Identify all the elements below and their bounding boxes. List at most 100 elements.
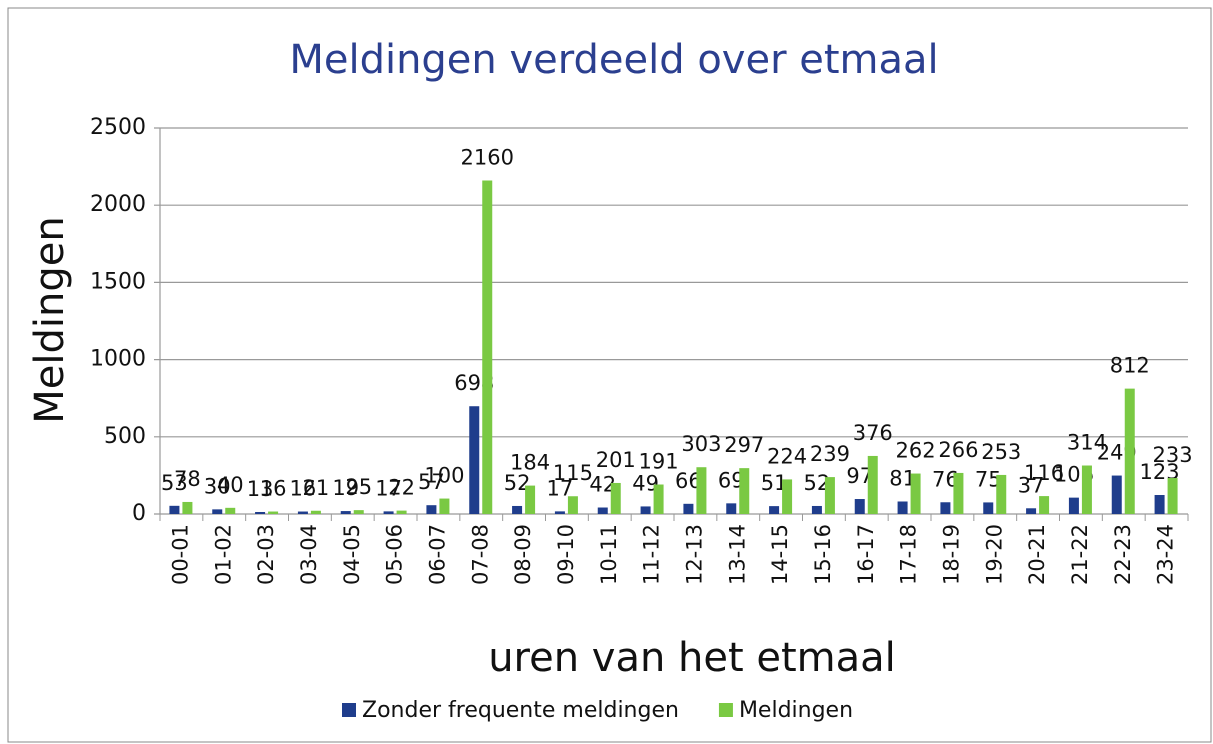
bar xyxy=(811,505,822,514)
y-tick-label: 500 xyxy=(104,424,146,449)
y-tick-label: 0 xyxy=(132,501,146,526)
bar xyxy=(482,180,493,514)
bar xyxy=(512,505,523,514)
bar xyxy=(169,505,180,514)
x-tick-label: 16-17 xyxy=(854,524,878,585)
bar xyxy=(1081,465,1092,514)
bar xyxy=(255,511,266,514)
bar xyxy=(439,498,450,514)
bar xyxy=(983,502,994,514)
data-label: 13 xyxy=(247,477,274,501)
data-label: 30 xyxy=(204,474,231,498)
bar xyxy=(996,474,1007,514)
bar xyxy=(653,484,664,514)
bar xyxy=(867,455,878,514)
legend-swatch xyxy=(342,703,356,717)
bar xyxy=(340,511,351,514)
bar xyxy=(297,511,308,514)
x-tick-label: 13-14 xyxy=(725,524,749,585)
bar xyxy=(426,505,437,514)
bar xyxy=(567,496,578,514)
x-tick-label: 20-21 xyxy=(1025,524,1049,585)
bar xyxy=(854,499,865,514)
data-label: 314 xyxy=(1067,431,1107,455)
data-label: 100 xyxy=(424,464,464,488)
data-label: 262 xyxy=(896,439,936,463)
bar xyxy=(739,468,750,514)
data-label: 239 xyxy=(810,442,850,466)
x-tick-label: 19-20 xyxy=(982,524,1006,585)
bar xyxy=(383,511,394,514)
data-label: 253 xyxy=(981,440,1021,464)
x-tick-label: 06-07 xyxy=(425,524,449,585)
data-label: 297 xyxy=(724,433,764,457)
bar xyxy=(696,467,707,514)
data-label: 21 xyxy=(303,476,330,500)
data-label: 184 xyxy=(510,451,550,475)
data-label: 201 xyxy=(596,448,636,472)
bar xyxy=(940,502,951,514)
data-label: 224 xyxy=(767,444,807,468)
bar xyxy=(1068,497,1079,514)
bar xyxy=(726,503,737,514)
bar xyxy=(782,479,793,514)
data-label: 116 xyxy=(1024,461,1064,485)
bar xyxy=(212,509,223,514)
x-tick-label: 02-03 xyxy=(254,524,278,585)
bar xyxy=(469,406,480,514)
bar xyxy=(1154,495,1165,514)
bar xyxy=(640,506,651,514)
x-tick-label: 23-24 xyxy=(1154,524,1178,585)
legend-swatch xyxy=(718,703,733,717)
bar xyxy=(910,473,921,514)
bar xyxy=(310,510,321,514)
legend-label: Zonder frequente meldingen xyxy=(362,698,679,723)
bar xyxy=(1167,478,1178,514)
data-label: 16 xyxy=(260,477,287,501)
data-label: 191 xyxy=(639,450,679,474)
data-label: 16 xyxy=(290,477,317,501)
x-tick-label: 10-11 xyxy=(597,524,621,585)
x-tick-label: 12-13 xyxy=(682,524,706,585)
bar xyxy=(396,510,407,514)
data-label: 25 xyxy=(345,475,372,499)
bar xyxy=(1039,496,1050,514)
bar xyxy=(824,477,835,514)
x-tick-label: 11-12 xyxy=(640,524,664,585)
y-tick-label: 1500 xyxy=(90,269,146,294)
bar xyxy=(897,501,908,514)
data-label: 40 xyxy=(217,473,244,497)
data-label: 303 xyxy=(681,432,721,456)
x-tick-label: 04-05 xyxy=(340,524,364,585)
data-label: 376 xyxy=(853,421,893,445)
bar xyxy=(683,503,694,514)
y-tick-label: 1000 xyxy=(90,347,146,372)
y-tick-label: 2000 xyxy=(90,192,146,217)
data-label: 233 xyxy=(1153,443,1193,467)
bar xyxy=(1026,508,1037,514)
legend-label: Meldingen xyxy=(739,698,853,723)
bar xyxy=(597,507,608,514)
bar xyxy=(225,507,236,514)
y-axis-label: Meldingen xyxy=(27,216,73,423)
bar xyxy=(525,485,536,514)
x-tick-label: 07-08 xyxy=(468,524,492,585)
bar xyxy=(769,506,780,514)
data-label: 2160 xyxy=(461,145,514,169)
bar xyxy=(182,501,193,514)
x-axis-label: uren van het etmaal xyxy=(488,635,896,681)
data-label: 57 xyxy=(418,470,445,494)
x-tick-label: 18-19 xyxy=(939,524,963,585)
x-tick-label: 22-23 xyxy=(1111,524,1135,585)
x-tick-label: 01-02 xyxy=(211,524,235,585)
x-tick-label: 05-06 xyxy=(383,524,407,585)
chart-frame xyxy=(7,7,1212,743)
x-tick-label: 17-18 xyxy=(897,524,921,585)
bar xyxy=(353,510,364,514)
x-tick-label: 21-22 xyxy=(1068,524,1092,585)
data-label: 115 xyxy=(553,461,593,485)
x-tick-label: 15-16 xyxy=(811,524,835,585)
chart-title: Meldingen verdeeld over etmaal xyxy=(289,37,938,83)
data-label: 17 xyxy=(375,476,402,500)
x-tick-label: 08-09 xyxy=(511,524,535,585)
